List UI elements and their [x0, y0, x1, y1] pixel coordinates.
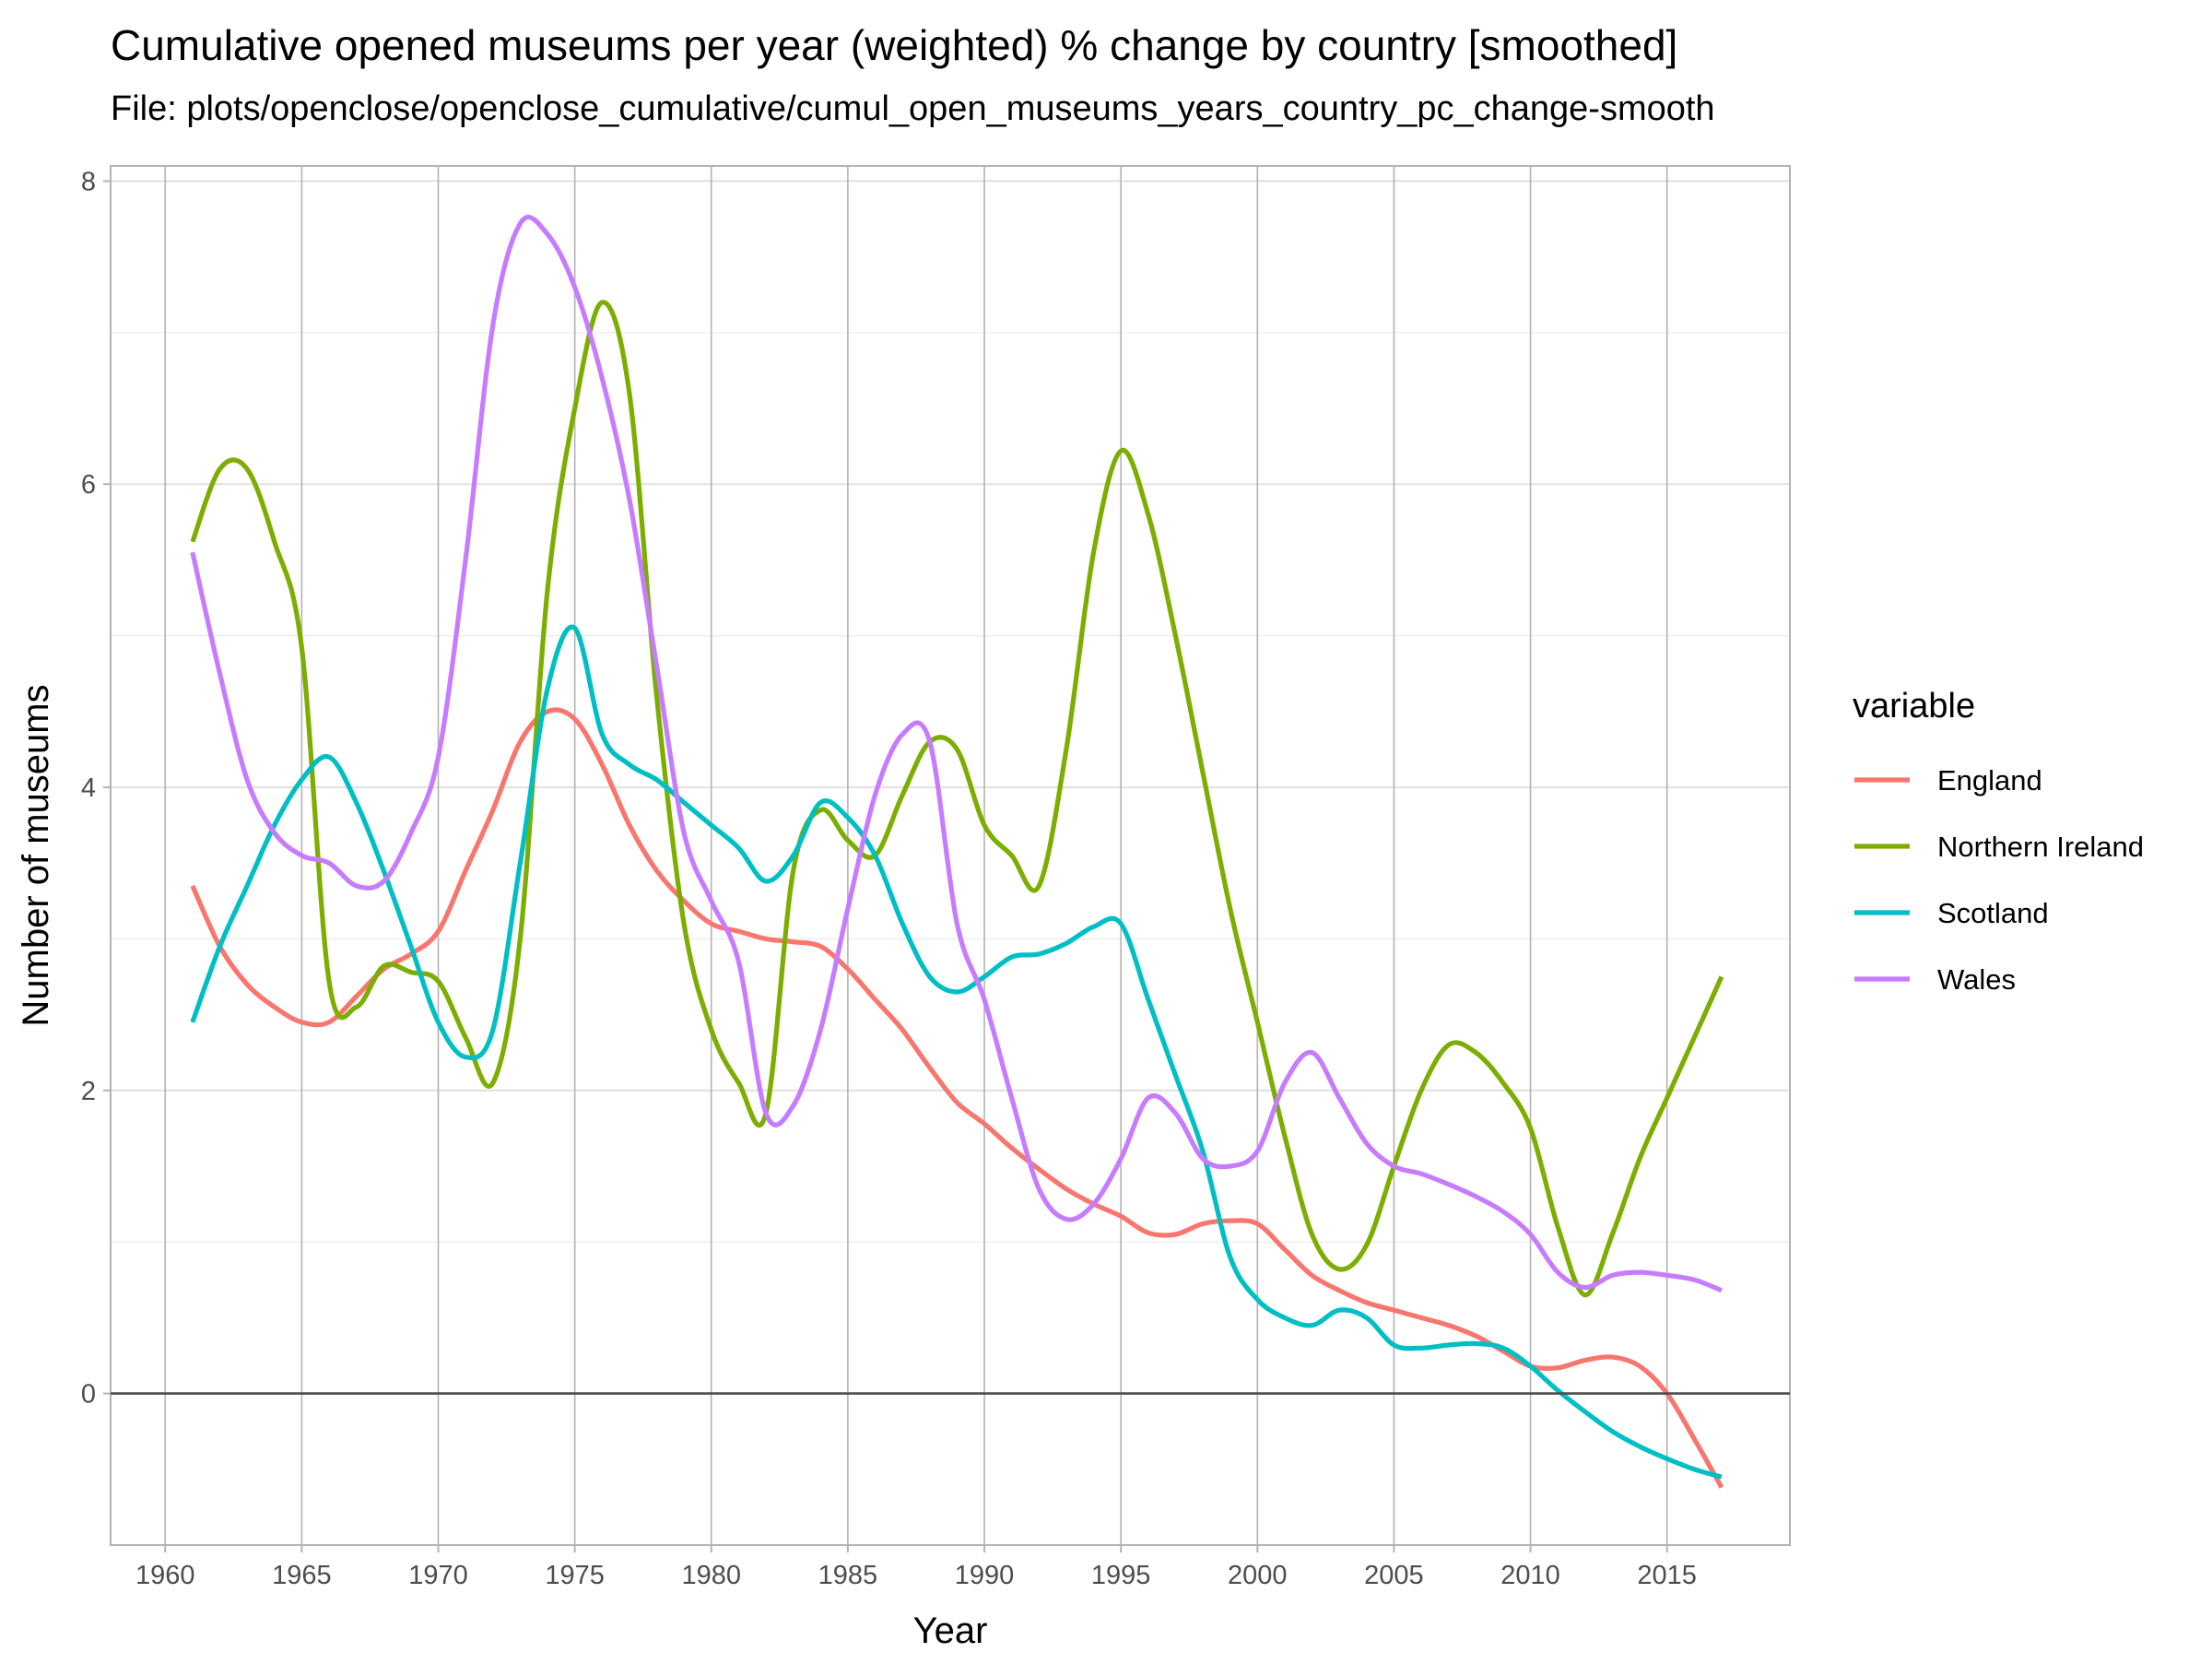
x-tick-label: 1975 [545, 1561, 605, 1590]
y-tick-label: 8 [81, 167, 96, 196]
plot-panel [111, 166, 1790, 1545]
x-tick-label: 1980 [682, 1561, 742, 1590]
legend-title: variable [1853, 687, 1975, 726]
legend-label: England [1937, 764, 2042, 797]
series-line-england [190, 707, 1724, 1489]
y-tick-label: 0 [81, 1380, 96, 1410]
x-tick-label: 2015 [1637, 1561, 1697, 1590]
y-tick-label: 4 [81, 773, 96, 803]
legend: variable England Northern Ireland Scotland… [1853, 687, 2144, 996]
x-tick-label: 2000 [1228, 1561, 1288, 1590]
x-tick-label: 1995 [1091, 1561, 1151, 1590]
legend-items: England Northern Ireland Scotland Wales [1854, 764, 2144, 996]
x-tick-label: 1985 [818, 1561, 878, 1590]
y-tick-label: 6 [81, 470, 96, 500]
legend-label: Wales [1937, 963, 2016, 996]
series-layer [190, 215, 1724, 1489]
legend-label: Scotland [1937, 897, 2049, 929]
x-tick-label: 2010 [1500, 1561, 1560, 1590]
x-tick-label: 1965 [272, 1561, 332, 1590]
x-tick-label: 1970 [408, 1561, 468, 1590]
x-tick-label: 1960 [135, 1561, 195, 1590]
x-axis-title: Year [913, 1611, 988, 1651]
legend-label: Northern Ireland [1937, 831, 2144, 863]
x-tick-label: 1990 [955, 1561, 1015, 1590]
y-axis-title: Number of museums [16, 684, 56, 1026]
series-line-scotland [190, 624, 1723, 1480]
series-line-wales [190, 215, 1723, 1293]
axis-layer: 0 2 4 6 8 1960 1965 1970 1975 1980 1985 1990 1995 200… [81, 167, 1790, 1590]
series-line-northern-ireland [190, 300, 1724, 1298]
x-tick-label: 2005 [1364, 1561, 1424, 1590]
y-tick-label: 2 [81, 1077, 96, 1106]
plot-border [110, 165, 1791, 1546]
chart-title: Cumulative opened museums per year (weig… [111, 21, 1677, 69]
chart-subtitle: File: plots/openclose/openclose_cumulati… [111, 89, 1715, 128]
